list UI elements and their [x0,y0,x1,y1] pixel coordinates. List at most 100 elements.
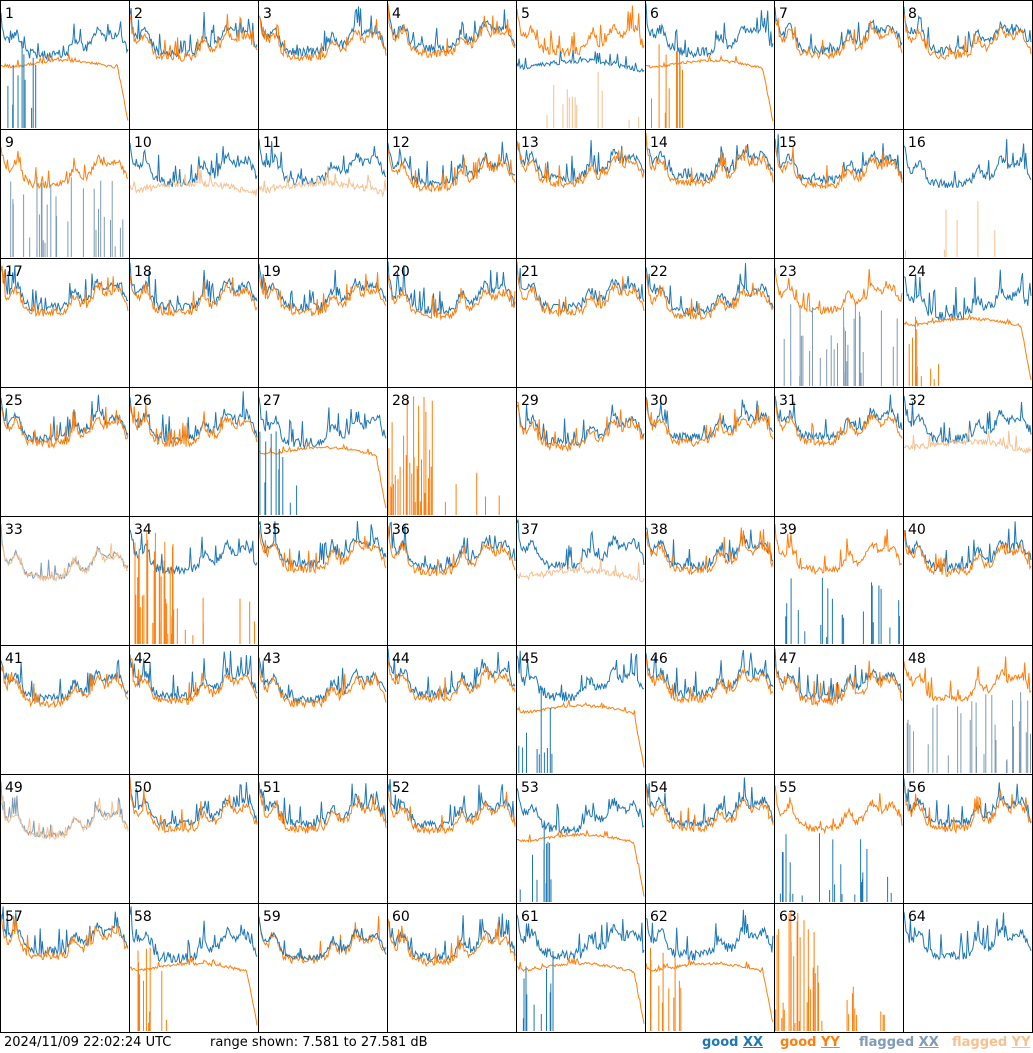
series-good-xx [0,265,129,314]
panel: 56 [903,774,1033,904]
series-good-yy [258,660,387,709]
series-good-xx [903,912,1032,961]
panel-label: 27 [263,393,281,409]
panel-label: 53 [521,780,539,796]
panel-frame [258,0,388,130]
series-good-xx [258,6,387,58]
panel: 6 [645,0,775,130]
panel-label: 6 [650,6,659,22]
series-good-yy [516,140,645,189]
panel: 1 [0,0,130,130]
panel-frame [387,0,517,130]
series-good-yy [903,13,1032,60]
series-good-yy [129,778,258,834]
spike-marks [518,686,553,773]
panel: 64 [903,903,1033,1033]
series-good-xx [774,394,903,442]
panel-label: 12 [392,135,410,151]
series-good-xx [903,521,1032,574]
series-good-yy [775,910,819,1031]
panel-label: 62 [650,909,668,925]
series-good-xx [516,49,645,73]
series-good-yy [0,147,129,190]
panel-label: 14 [650,135,668,151]
series-good-xx [516,788,645,834]
series-good-xx [387,648,516,700]
panel-label: 64 [908,909,926,925]
panel: 13 [516,129,646,259]
panel: 18 [129,258,259,388]
spike-marks [137,947,167,1031]
series-good-yy [516,957,645,1024]
series-good-yy [516,5,645,58]
panel: 44 [387,645,517,775]
legend-flagged-xx: flagged XX [859,1035,939,1050]
panel-label: 39 [779,522,797,538]
panel-label: 26 [134,393,152,409]
panel: 62 [645,903,775,1033]
series-good-xx [258,397,387,450]
panel: 25 [0,387,130,517]
series-good-yy [774,143,903,190]
series-good-yy [129,275,258,317]
panel-label: 59 [263,909,281,925]
series-good-yy [903,785,1032,835]
series-good-xx [903,6,1032,57]
panel: 19 [258,258,388,388]
panel-label: 44 [392,651,410,667]
panel: 55 [774,774,904,904]
panel-label: 40 [908,522,926,538]
series-good-xx [0,12,129,61]
panel: 34 [129,516,259,646]
series-good-yy [0,406,129,450]
legend-flagged-xx-word: flagged [859,1035,919,1050]
panel-label: 61 [521,909,539,925]
panel: 27 [258,387,388,517]
panel: 58 [129,903,259,1033]
panel: 16 [903,129,1033,259]
series-good-yy [387,3,516,59]
series-good-xx [129,391,258,445]
panel: 5 [516,0,646,130]
series-good-yy [645,958,774,1022]
spike-marks [651,44,683,128]
panel-label: 34 [134,522,152,538]
series-good-yy [903,312,1032,380]
panel-label: 9 [5,135,14,151]
panel: 4 [387,0,517,130]
series-good-xx [258,521,387,569]
series-good-yy [388,396,433,515]
panel: 20 [387,258,517,388]
series-good-xx [129,906,258,964]
series-good-yy [387,790,516,836]
series-good-yy [645,132,774,188]
legend-good-yy: good YY [780,1035,840,1050]
series-good-yy [774,524,903,576]
panel-label: 36 [392,522,410,538]
panel: 23 [774,258,904,388]
spike-marks [7,41,37,128]
panel: 11 [258,129,388,259]
panel: 46 [645,645,775,775]
panel-label: 47 [779,651,797,667]
series-good-yy [387,918,516,968]
panel: 63 [774,903,904,1033]
panel-label: 38 [650,522,668,538]
panel-label: 52 [392,780,410,796]
series-good-yy [0,913,129,960]
legend-flagged-yy-pol: YY [1011,1035,1031,1050]
panel-frame [903,0,1033,130]
panel: 39 [774,516,904,646]
series-good-yy [258,786,387,835]
spike-marks [650,947,682,1031]
legend-good-xx-pol: XX [743,1035,764,1050]
series-good-xx [645,649,774,700]
panel-label: 50 [134,780,152,796]
panel-label: 4 [392,6,401,22]
panel: 51 [258,774,388,904]
footer: 2024/11/09 22:02:24 UTC range shown: 7.5… [0,1033,1033,1053]
panel: 47 [774,645,904,775]
panel-label: 57 [5,909,23,925]
series-good-yy [0,53,129,121]
